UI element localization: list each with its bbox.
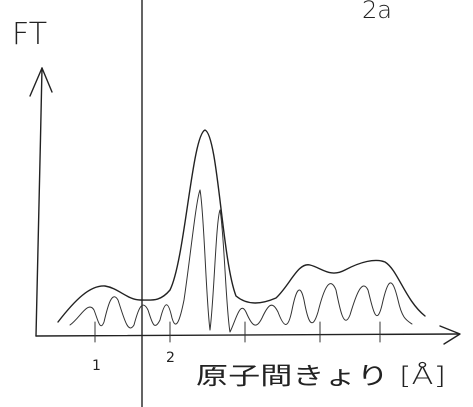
y-axis-label: FT xyxy=(12,17,47,52)
x-tick-label: 2 xyxy=(166,350,175,366)
oscillation-curve xyxy=(69,189,413,333)
envelope-curve xyxy=(57,129,426,323)
x-axis xyxy=(35,333,459,337)
y-axis xyxy=(35,67,43,337)
x-tick-label: 1 xyxy=(92,358,101,374)
y-axis-arrow xyxy=(29,67,53,97)
corner-label: 2a xyxy=(362,0,392,24)
x-axis-label: 原子間きょり [Å] xyxy=(196,361,446,390)
x-axis-arrow xyxy=(439,325,461,345)
